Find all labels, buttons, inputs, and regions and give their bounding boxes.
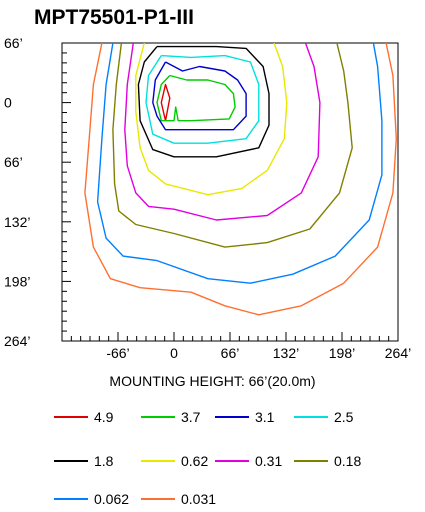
contour-0_31 <box>124 43 321 221</box>
contour-4_9 <box>160 83 171 121</box>
y-tick-label: 198’ <box>4 273 30 289</box>
y-tick-label: 66’ <box>4 154 23 170</box>
x-tick-label: 0 <box>170 345 178 361</box>
contour-2_5 <box>145 54 260 144</box>
chart-title: MPT75501-P1-III <box>34 6 194 29</box>
y-tick-label: 66’ <box>4 35 23 51</box>
y-tick-label: 0 <box>4 95 12 111</box>
contour-0_031 <box>84 43 397 316</box>
x-tick-label: 264’ <box>385 345 411 361</box>
contour-3_1 <box>152 61 247 131</box>
x-tick-label: -66’ <box>106 345 129 361</box>
x-tick-label: 132’ <box>273 345 299 361</box>
contour-3_7 <box>156 74 236 122</box>
contour-0_062 <box>96 43 383 284</box>
x-tick-label: 66’ <box>221 345 240 361</box>
plot-frame <box>61 42 399 342</box>
contour-1_8 <box>137 45 270 158</box>
x-axis-label: MOUNTING HEIGHT: 66’(20.0m) <box>109 373 316 389</box>
y-tick-label: 264’ <box>4 333 30 349</box>
contour-0_18 <box>112 43 353 248</box>
y-tick-label: 132’ <box>4 214 30 230</box>
x-tick-label: 198’ <box>329 345 355 361</box>
contour-0_62 <box>135 43 288 196</box>
